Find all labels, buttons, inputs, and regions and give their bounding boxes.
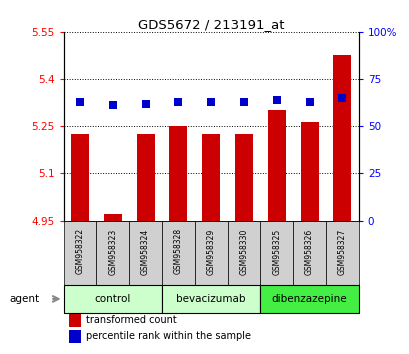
- Text: GSM958329: GSM958329: [206, 228, 215, 274]
- Bar: [202, 134, 220, 221]
- Bar: [292, 221, 325, 285]
- Bar: [136, 134, 154, 221]
- Bar: [63, 285, 162, 313]
- Bar: [260, 221, 292, 285]
- Bar: [194, 221, 227, 285]
- Bar: [333, 56, 351, 221]
- Bar: [129, 221, 162, 285]
- Text: GSM958327: GSM958327: [337, 228, 346, 274]
- Point: [306, 99, 312, 104]
- Point: [76, 99, 83, 104]
- Bar: [162, 285, 260, 313]
- Point: [273, 97, 279, 103]
- Text: agent: agent: [10, 294, 40, 304]
- Bar: [63, 221, 96, 285]
- Bar: [234, 134, 252, 221]
- Text: GSM958323: GSM958323: [108, 228, 117, 274]
- Text: GSM958330: GSM958330: [239, 228, 248, 275]
- Bar: [69, 314, 81, 326]
- Text: transformed count: transformed count: [85, 315, 176, 325]
- Text: percentile rank within the sample: percentile rank within the sample: [85, 331, 250, 342]
- Bar: [325, 221, 358, 285]
- Text: GSM958324: GSM958324: [141, 228, 150, 274]
- Bar: [169, 126, 187, 221]
- Point: [175, 99, 181, 104]
- Bar: [96, 221, 129, 285]
- Bar: [69, 330, 81, 343]
- Text: bevacizumab: bevacizumab: [176, 294, 245, 304]
- Bar: [71, 134, 89, 221]
- Text: dibenzazepine: dibenzazepine: [271, 294, 346, 304]
- Point: [142, 101, 148, 107]
- Point: [240, 99, 247, 104]
- Text: GSM958326: GSM958326: [304, 228, 313, 274]
- Point: [338, 95, 345, 101]
- Text: control: control: [94, 294, 130, 304]
- Text: GSM958322: GSM958322: [75, 228, 84, 274]
- Bar: [300, 121, 318, 221]
- Bar: [227, 221, 260, 285]
- Bar: [260, 285, 358, 313]
- Text: GSM958328: GSM958328: [173, 228, 182, 274]
- Bar: [103, 214, 121, 221]
- Text: GSM958325: GSM958325: [272, 228, 281, 274]
- Point: [207, 99, 214, 104]
- Bar: [162, 221, 194, 285]
- Point: [109, 103, 116, 108]
- Bar: [267, 110, 285, 221]
- Title: GDS5672 / 213191_at: GDS5672 / 213191_at: [137, 18, 284, 31]
